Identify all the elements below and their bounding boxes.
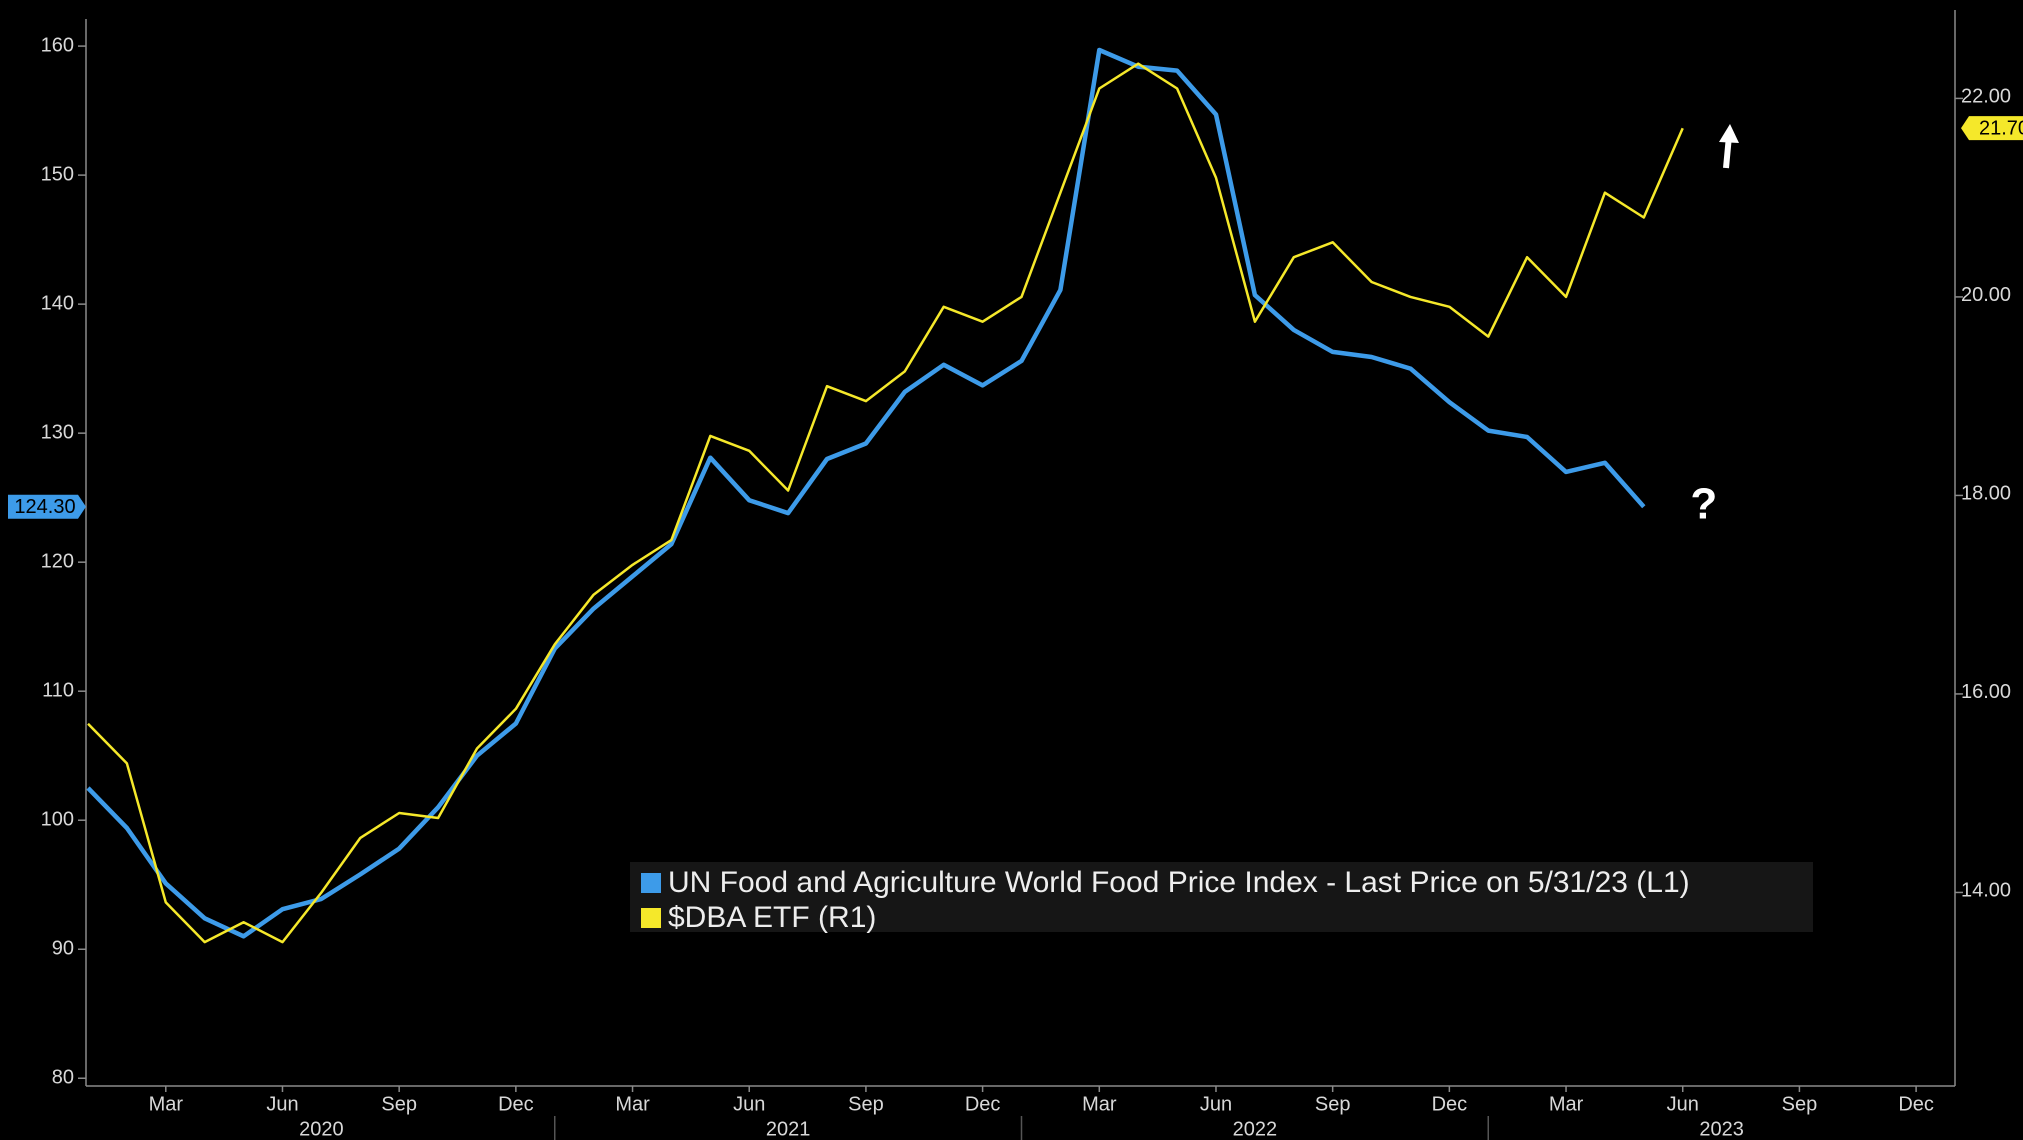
y-tick-label: 90: [52, 938, 74, 960]
y2-tick-label: 20.00: [1961, 284, 2011, 306]
x-tick-label: Mar: [615, 1093, 650, 1115]
y2-tick-label: 14.00: [1961, 880, 2011, 902]
x-tick-label: Sep: [1782, 1093, 1818, 1115]
y-tick-label: 140: [41, 292, 74, 314]
last-value-tag: [1961, 116, 2023, 141]
series-line: [86, 47, 1646, 939]
last-value-label: 21.70: [1979, 117, 2023, 139]
x-tick-label: Dec: [498, 1093, 534, 1115]
x-tick-label: Mar: [149, 1093, 184, 1115]
x-tick-label: Dec: [1432, 1093, 1468, 1115]
x-tick-label: Sep: [848, 1093, 884, 1115]
y-tick-label: 120: [41, 550, 74, 572]
year-label: 2021: [766, 1118, 811, 1140]
up-arrow: [1719, 124, 1739, 169]
last-value-label: 124.30: [14, 496, 75, 518]
x-tick-label: Sep: [1315, 1093, 1351, 1115]
legend-label: $DBA ETF (R1): [668, 901, 876, 934]
y-tick-label: 160: [41, 34, 74, 56]
y-tick-label: 150: [41, 163, 74, 185]
x-tick-label: Jun: [266, 1093, 298, 1115]
x-tick-label: Jun: [733, 1093, 765, 1115]
x-tick-label: Mar: [1082, 1093, 1117, 1115]
series-line: [87, 62, 1684, 944]
legend-label: UN Food and Agriculture World Food Price…: [668, 866, 1690, 899]
y-tick-label: 100: [41, 808, 74, 830]
last-value-tag: [8, 494, 86, 519]
legend-box: [630, 862, 1813, 932]
year-label: 2023: [1699, 1118, 1744, 1140]
legend-swatch: [641, 873, 661, 893]
year-label: 2022: [1233, 1118, 1278, 1140]
y2-tick-label: 22.00: [1961, 86, 2011, 108]
y2-tick-label: 16.00: [1961, 681, 2011, 703]
x-tick-label: Mar: [1549, 1093, 1584, 1115]
legend-swatch: [641, 908, 661, 928]
x-tick-label: Sep: [381, 1093, 417, 1115]
y-tick-label: 110: [42, 679, 74, 701]
x-tick-label: Dec: [1898, 1093, 1934, 1115]
y-tick-label: 130: [41, 421, 74, 443]
annotation: ?: [1690, 479, 1717, 528]
y-tick-label: 80: [52, 1067, 74, 1089]
x-tick-label: Jun: [1200, 1093, 1232, 1115]
x-tick-label: Jun: [1667, 1093, 1699, 1115]
y2-tick-label: 18.00: [1961, 483, 2011, 505]
x-tick-label: Dec: [965, 1093, 1001, 1115]
year-label: 2020: [299, 1118, 344, 1140]
